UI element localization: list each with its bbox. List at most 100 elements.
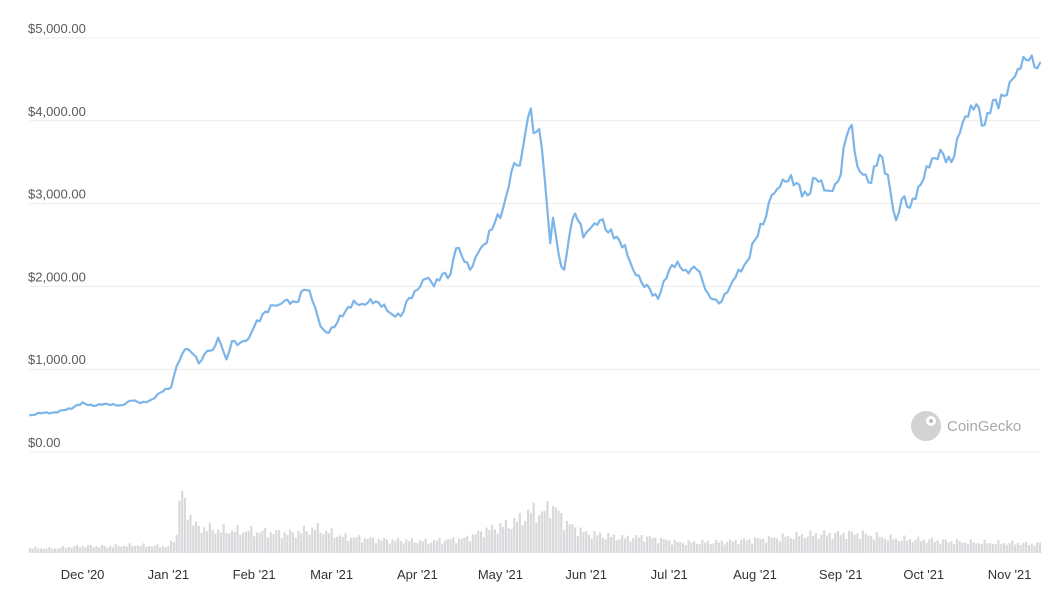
volume-bar <box>385 539 389 553</box>
volume-bar <box>554 507 557 553</box>
volume-bar <box>258 532 261 553</box>
volume-bar <box>70 547 73 553</box>
volume-bar <box>532 502 535 553</box>
volume-bar <box>634 535 638 553</box>
volume-bar <box>748 539 751 553</box>
volume-bar <box>986 543 989 553</box>
volume-bar <box>972 542 975 553</box>
volume-bar <box>831 539 834 553</box>
volume-bar <box>228 533 231 553</box>
volume-bar <box>289 529 292 553</box>
volume-bar <box>875 532 878 553</box>
volume-bar <box>200 533 203 553</box>
volume-bar <box>125 546 128 553</box>
volume-bar <box>496 533 499 553</box>
y-tick-label: $3,000.00 <box>28 187 86 202</box>
volume-bar <box>297 531 300 553</box>
volume-bar <box>233 531 236 553</box>
volume-bar <box>139 545 142 553</box>
volume-bar <box>114 544 117 553</box>
volume-bar <box>964 542 967 553</box>
volume-bar <box>250 526 253 553</box>
volume-bar <box>1005 544 1008 553</box>
volume-bar <box>1011 540 1014 553</box>
volume-bar <box>601 537 604 553</box>
volume-bar <box>388 543 391 553</box>
volume-bar <box>468 541 472 553</box>
volume-bar <box>812 535 815 553</box>
volume-bar <box>64 548 68 553</box>
volume-bar <box>579 527 582 553</box>
volume-bar <box>817 538 820 553</box>
volume-bar <box>770 537 773 553</box>
volume-bar <box>1019 545 1022 553</box>
volume-bar <box>991 544 995 553</box>
volume-bar <box>455 543 458 553</box>
volume-bar <box>800 534 804 553</box>
x-tick-label: Jul '21 <box>651 567 688 582</box>
volume-bar <box>37 548 40 553</box>
volume-bar <box>75 544 79 553</box>
volume-bar <box>615 540 618 553</box>
volume-bar <box>726 541 729 553</box>
volume-bar <box>872 539 876 553</box>
volume-bar <box>975 543 978 553</box>
volume-bar <box>305 531 308 553</box>
volume-bar <box>430 542 433 553</box>
y-tick-label: $1,000.00 <box>28 352 86 367</box>
volume-bar <box>1016 543 1019 553</box>
volume-bar <box>560 513 563 553</box>
volume-bar <box>543 510 546 553</box>
volume-bar <box>836 530 840 553</box>
volume-bar <box>383 537 386 553</box>
volume-bar <box>607 533 610 553</box>
volume-bar <box>377 538 380 553</box>
volume-bar <box>585 531 588 553</box>
x-axis-ticks: Dec '20 Jan '21 Feb '21 Mar '21 Apr '21 May '… <box>61 567 1032 582</box>
volume-bar <box>374 543 377 553</box>
volume-bar <box>693 541 696 553</box>
volume-bar <box>803 538 806 553</box>
volume-bar <box>313 530 317 553</box>
volume-bar <box>300 533 303 553</box>
volume-bar <box>582 532 585 553</box>
volume-bar <box>1000 544 1003 553</box>
volume-bar <box>457 538 460 553</box>
gecko-logo-icon <box>909 409 943 443</box>
x-tick-label: Dec '20 <box>61 567 105 582</box>
volume-bar <box>892 539 895 553</box>
volume-bar <box>764 542 768 553</box>
volume-bar <box>261 530 264 553</box>
volume-bar <box>1038 542 1042 553</box>
volume-bar <box>729 539 732 553</box>
volume-bar <box>856 533 859 553</box>
x-tick-label: Aug '21 <box>733 567 777 582</box>
volume-bar <box>219 532 223 553</box>
volume-bar <box>167 546 170 553</box>
volume-bar <box>720 540 723 553</box>
volume-bar <box>695 543 698 553</box>
volume-bar <box>598 532 602 553</box>
volume-bar <box>410 538 413 553</box>
volume-bar <box>150 546 153 553</box>
volume-bar <box>792 539 795 553</box>
gecko-pupil-icon <box>929 419 933 423</box>
volume-bar <box>466 535 469 553</box>
volume-bar <box>565 520 568 553</box>
volume-bar <box>360 542 364 553</box>
y-tick-label: $5,000.00 <box>28 21 86 36</box>
volume-bar <box>319 532 322 553</box>
volume-bar <box>698 544 701 553</box>
volume-bar <box>244 531 247 553</box>
volume-bar <box>302 525 306 553</box>
price-series <box>28 54 1042 417</box>
volume-bar <box>396 537 400 553</box>
volume-bar <box>336 536 339 553</box>
volume-bar <box>535 522 538 553</box>
volume-bar <box>413 542 416 553</box>
volume-bar <box>1008 543 1011 553</box>
volume-bar <box>546 500 549 553</box>
volume-bar <box>349 537 353 553</box>
x-tick-label: Feb '21 <box>233 567 276 582</box>
volume-bar <box>247 531 250 553</box>
